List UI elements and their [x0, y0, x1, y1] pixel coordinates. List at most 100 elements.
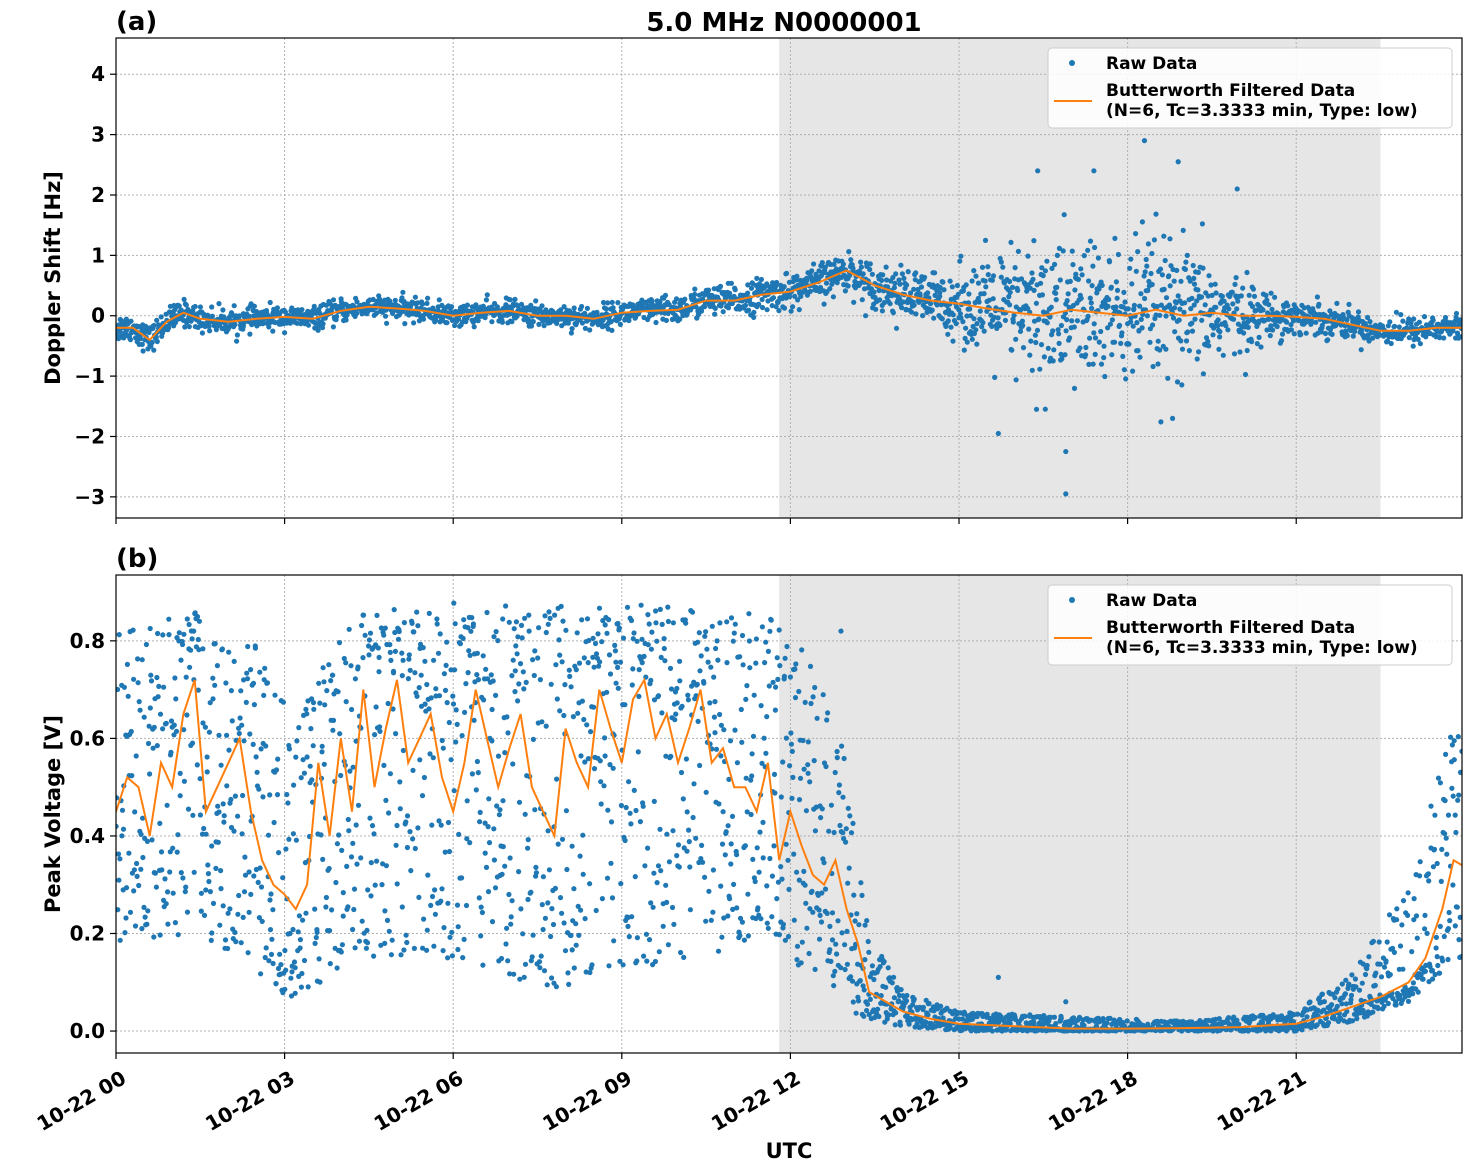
raw-data-point [550, 921, 557, 928]
raw-data-point [597, 758, 603, 764]
raw-data-point [744, 683, 750, 689]
raw-data-point [1182, 300, 1188, 306]
raw-data-point [206, 878, 212, 885]
raw-data-point [400, 289, 406, 295]
raw-data-point [700, 859, 706, 865]
raw-data-point [521, 686, 527, 692]
raw-data-point [350, 926, 356, 933]
raw-data-point [517, 661, 524, 667]
raw-data-point [544, 982, 550, 988]
raw-data-point [467, 840, 473, 846]
raw-data-point [811, 758, 817, 764]
raw-data-point [362, 632, 368, 638]
raw-data-point [1206, 343, 1212, 349]
raw-data-point [131, 888, 137, 894]
raw-data-point [225, 945, 231, 952]
raw-data-point [856, 922, 862, 928]
raw-data-point [864, 918, 870, 924]
raw-data-point [1307, 999, 1313, 1005]
raw-data-point [138, 831, 144, 838]
raw-data-point [539, 303, 545, 309]
raw-data-point [1107, 321, 1113, 327]
raw-data-point [808, 700, 814, 707]
raw-data-point [867, 266, 873, 273]
raw-data-point [745, 933, 752, 939]
raw-data-point [661, 645, 667, 652]
raw-data-point [741, 937, 748, 943]
raw-data-point [257, 669, 263, 675]
raw-data-point [776, 627, 782, 633]
raw-data-point [906, 1021, 912, 1027]
raw-data-point [730, 638, 736, 644]
raw-data-point [880, 272, 886, 278]
raw-data-point [1355, 314, 1361, 320]
raw-data-point [793, 661, 799, 667]
raw-data-point [299, 970, 305, 977]
raw-data-point [759, 624, 766, 630]
raw-data-point [507, 297, 513, 303]
raw-data-point [390, 706, 396, 712]
raw-data-point [397, 779, 403, 785]
raw-data-point [173, 728, 180, 734]
raw-data-point [622, 702, 628, 708]
raw-data-point [407, 667, 413, 673]
raw-data-point [1033, 339, 1039, 346]
raw-data-point [187, 664, 193, 670]
raw-data-point [791, 917, 797, 923]
raw-data-point [158, 849, 165, 855]
raw-data-point [834, 755, 840, 761]
raw-data-point [511, 971, 517, 977]
raw-data-point [416, 318, 422, 324]
raw-data-point [267, 299, 273, 306]
raw-data-point [1316, 301, 1322, 307]
raw-data-point [123, 915, 129, 921]
raw-data-point [848, 830, 855, 836]
raw-data-point [712, 699, 718, 705]
raw-data-point [381, 632, 387, 638]
raw-data-point [371, 953, 377, 959]
raw-data-point [845, 805, 851, 811]
raw-data-point [547, 615, 553, 622]
raw-data-point [1230, 301, 1236, 307]
panel-b: 0.00.20.40.60.810-22 00 10-22 03 10-22 06 1… [33, 544, 1463, 1136]
raw-data-point [727, 738, 734, 744]
raw-data-point [1199, 317, 1205, 323]
raw-data-point [1359, 327, 1365, 334]
raw-data-point [451, 600, 457, 606]
raw-data-point [1163, 295, 1170, 301]
raw-data-point [1265, 310, 1271, 316]
plot-area [116, 138, 1462, 497]
raw-data-point [722, 852, 728, 858]
raw-data-point [346, 626, 352, 632]
raw-data-point [811, 261, 817, 267]
raw-data-point [439, 302, 445, 308]
raw-data-point [424, 300, 430, 306]
raw-data-point [976, 299, 982, 305]
raw-data-point [696, 630, 702, 636]
raw-data-point [296, 725, 302, 731]
raw-data-point [607, 671, 614, 677]
raw-data-point [607, 762, 613, 768]
raw-data-point [167, 869, 173, 875]
raw-data-point [1017, 328, 1024, 334]
raw-data-point [441, 671, 447, 677]
raw-data-point [725, 913, 731, 919]
raw-data-point [519, 635, 525, 641]
raw-data-point [1146, 278, 1152, 285]
raw-data-point [184, 909, 191, 915]
raw-data-point [148, 678, 155, 684]
raw-data-point [682, 296, 688, 302]
raw-data-point [1417, 341, 1423, 347]
raw-data-point [1190, 262, 1196, 269]
raw-data-point [469, 615, 475, 621]
raw-data-point [611, 938, 617, 944]
raw-data-point [1191, 281, 1198, 287]
raw-data-point [189, 740, 196, 746]
raw-data-point [832, 769, 838, 776]
raw-data-point [610, 305, 616, 311]
raw-data-point [536, 959, 543, 965]
raw-data-point [769, 873, 776, 879]
raw-data-point [685, 697, 692, 703]
raw-data-point [1245, 324, 1251, 330]
raw-data-point [798, 960, 804, 966]
